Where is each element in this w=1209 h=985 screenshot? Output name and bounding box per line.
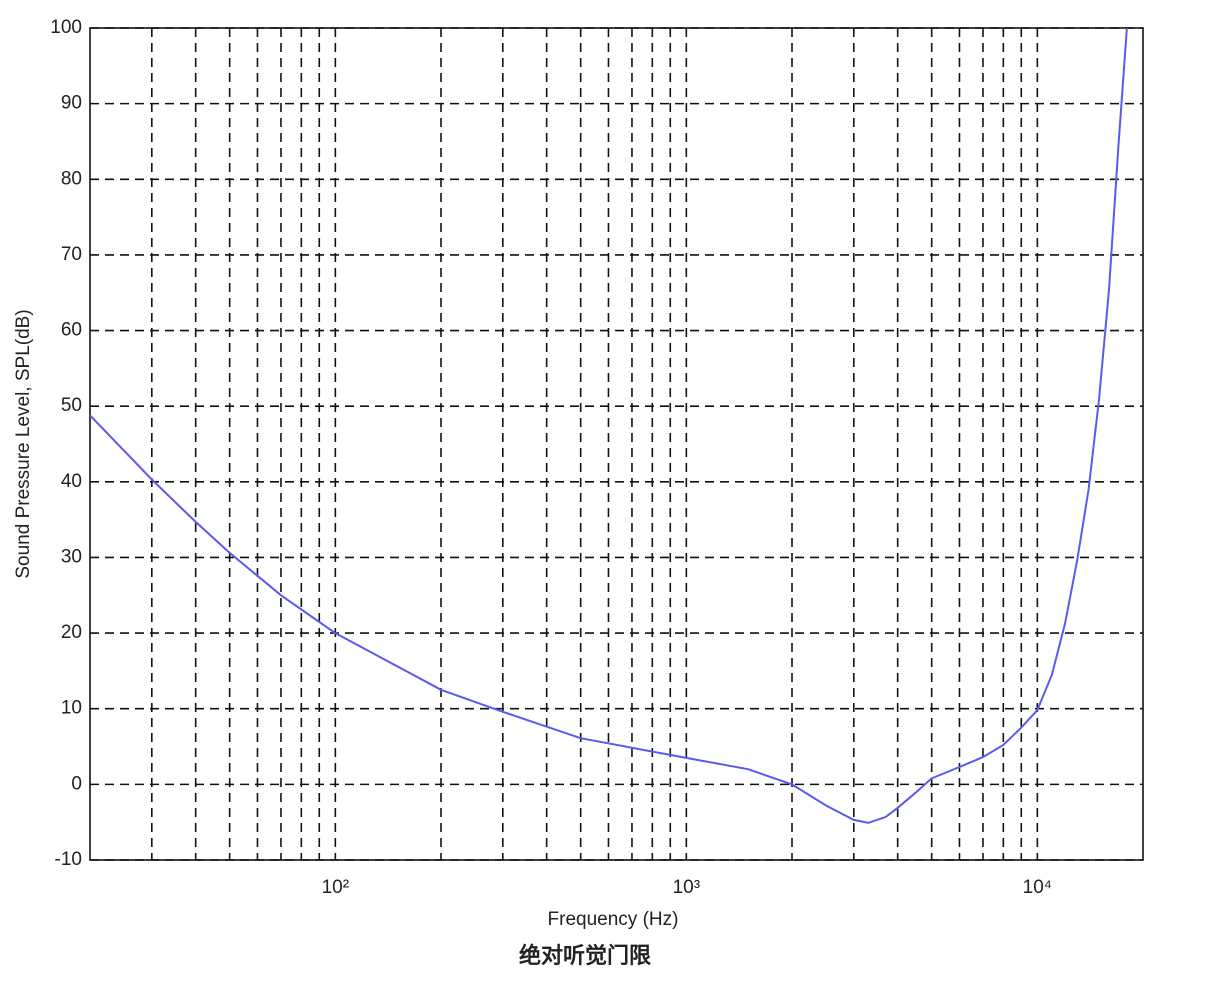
chart-title: 绝对听觉门限: [519, 943, 651, 968]
y-tick-label: 0: [71, 773, 82, 794]
y-tick-label: 20: [61, 622, 82, 643]
x-tick-label: 10²: [322, 877, 349, 898]
y-tick-label: 60: [61, 320, 82, 341]
x-axis-label: Frequency (Hz): [548, 909, 679, 930]
x-tick-label: 10³: [673, 877, 700, 898]
y-tick-label: 80: [61, 168, 82, 189]
y-tick-label: -10: [55, 849, 82, 870]
y-tick-label: 70: [61, 244, 82, 265]
y-tick-label: 100: [50, 17, 82, 38]
y-tick-label: 40: [61, 471, 82, 492]
y-tick-label: 10: [61, 698, 82, 719]
y-tick-label: 30: [61, 546, 82, 567]
plot-frame: [89, 27, 1144, 861]
y-axis-label: Sound Pressure Level, SPL(dB): [13, 309, 34, 578]
y-tick-label: 50: [61, 395, 82, 416]
y-tick-label: 90: [61, 93, 82, 114]
x-tick-label: 10⁴: [1023, 877, 1052, 898]
data-line: [89, 27, 1128, 824]
